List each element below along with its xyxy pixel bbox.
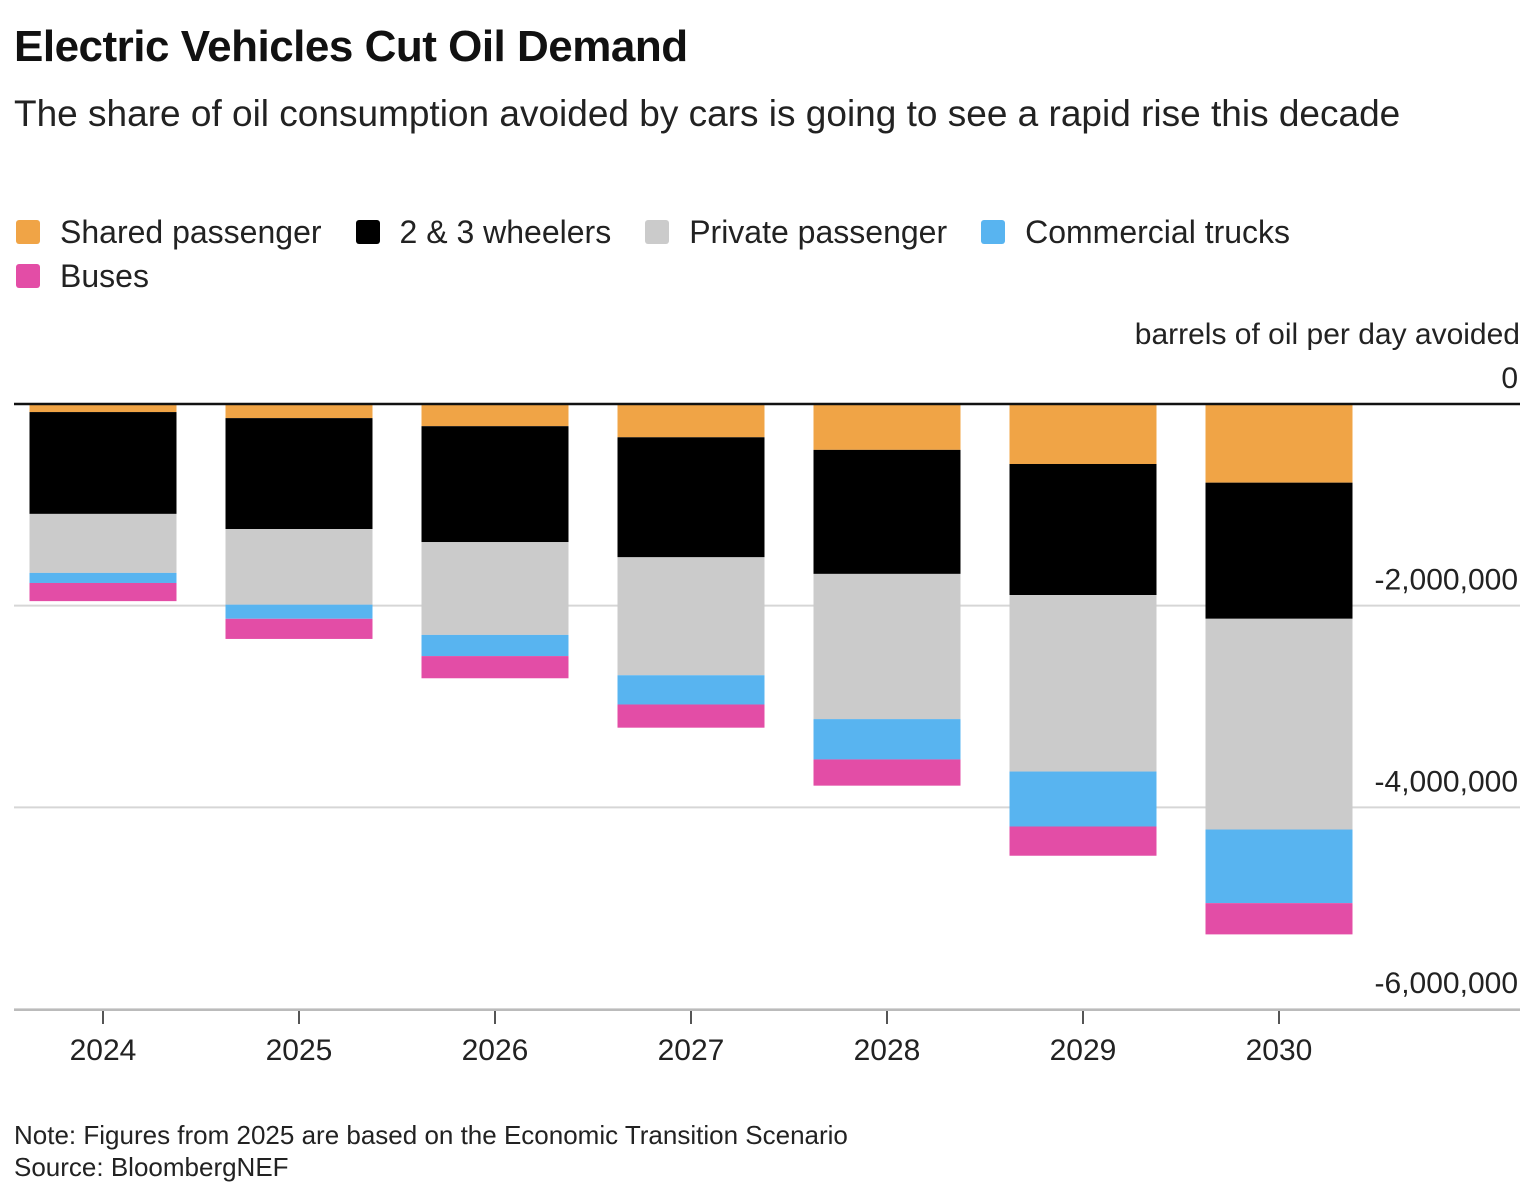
bar-segment bbox=[421, 542, 569, 635]
legend-item: Buses bbox=[16, 254, 149, 298]
bar-segment bbox=[225, 418, 373, 530]
legend-label: 2 & 3 wheelers bbox=[399, 213, 612, 250]
x-tick-label: 2025 bbox=[266, 1034, 333, 1067]
bar-segment bbox=[1009, 463, 1157, 596]
bar-segment bbox=[421, 656, 569, 679]
legend-swatch bbox=[981, 220, 1006, 244]
bar-segment bbox=[1009, 404, 1157, 464]
bar-segment bbox=[813, 404, 961, 450]
bar-segment bbox=[1205, 618, 1353, 830]
legend-label: Private passenger bbox=[689, 213, 948, 250]
bar-segment bbox=[29, 404, 177, 413]
bar-segment bbox=[225, 529, 373, 605]
bar-segment bbox=[617, 675, 765, 705]
bar-segment bbox=[1205, 903, 1353, 935]
legend-item: Commercial trucks bbox=[981, 210, 1290, 254]
note: Note: Figures from 2025 are based on the… bbox=[14, 1120, 848, 1150]
bar-segment bbox=[813, 449, 961, 574]
legend-label: Commercial trucks bbox=[1025, 213, 1291, 250]
y-axis-label: barrels of oil per day avoided bbox=[1134, 318, 1520, 351]
chart-subtitle: The share of oil consumption avoided by … bbox=[14, 93, 1401, 134]
bar-segment bbox=[1205, 482, 1353, 619]
bar-segment bbox=[29, 582, 177, 602]
chart-title: Electric Vehicles Cut Oil Demand bbox=[14, 22, 688, 71]
x-tick-label: 2030 bbox=[1246, 1034, 1313, 1067]
x-tick-label: 2029 bbox=[1050, 1034, 1117, 1067]
bar-segment bbox=[813, 719, 961, 760]
legend-swatch bbox=[355, 220, 380, 244]
legend-swatch bbox=[16, 264, 40, 288]
bar-segment bbox=[813, 573, 961, 720]
bar-segment bbox=[29, 572, 177, 583]
bar-segment bbox=[29, 513, 177, 573]
source: Source: BloombergNEF bbox=[14, 1152, 289, 1182]
bar-segment bbox=[225, 404, 373, 419]
bar-segment bbox=[225, 618, 373, 639]
y-tick-label: -2,000,000 bbox=[1375, 564, 1518, 597]
legend-swatch bbox=[16, 220, 40, 244]
bar-segment bbox=[225, 604, 373, 619]
x-tick-label: 2026 bbox=[462, 1034, 529, 1067]
stacked-bar-chart: 0 -2,000,000 -4,000,000 -6,000,000 2024 2025 2… bbox=[14, 362, 1520, 1067]
bar-segment bbox=[1009, 595, 1157, 772]
legend-item: Shared passenger bbox=[16, 210, 322, 254]
legend: Shared passenger 2 & 3 wheelers Private pa… bbox=[16, 210, 1516, 298]
bar-segment bbox=[1009, 771, 1157, 827]
legend-label: Buses bbox=[60, 257, 149, 294]
bar-segment bbox=[617, 557, 765, 676]
legend-item: 2 & 3 wheelers bbox=[355, 210, 612, 254]
legend-item: Private passenger bbox=[645, 210, 947, 254]
bar-segment bbox=[617, 404, 765, 438]
y-tick-label: 0 bbox=[1501, 362, 1518, 395]
x-tick-label: 2028 bbox=[854, 1034, 921, 1067]
y-tick-label: -4,000,000 bbox=[1375, 765, 1518, 798]
bar-segment bbox=[421, 426, 569, 543]
bar-segment bbox=[1205, 829, 1353, 904]
bar-segment bbox=[1205, 404, 1353, 483]
bar-segment bbox=[813, 759, 961, 786]
legend-swatch bbox=[645, 220, 670, 244]
bar-segment bbox=[29, 412, 177, 514]
bar-segment bbox=[421, 634, 569, 657]
bar-segment bbox=[1009, 826, 1157, 856]
x-tick-label: 2027 bbox=[658, 1034, 725, 1067]
bar-segment bbox=[617, 437, 765, 558]
legend-label: Shared passenger bbox=[60, 213, 322, 250]
y-tick-label: -6,000,000 bbox=[1375, 967, 1518, 1000]
x-tick-label: 2024 bbox=[70, 1034, 137, 1067]
bar-segment bbox=[421, 404, 569, 427]
bar-segment bbox=[617, 704, 765, 728]
